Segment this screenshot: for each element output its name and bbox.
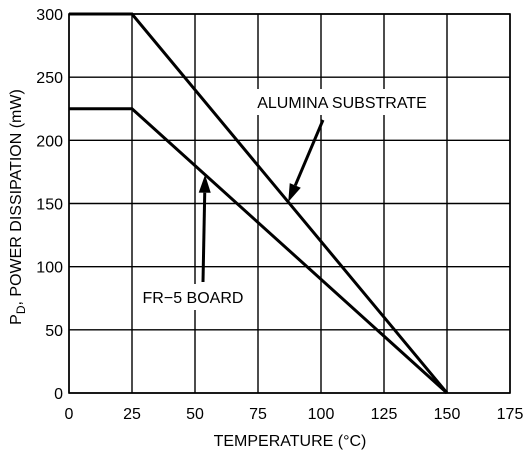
x-tick-labels: 0 25 50 75 100 125 150 175 bbox=[65, 406, 524, 423]
x-axis-title: TEMPERATURE (°C) bbox=[214, 433, 367, 450]
fr5-arrow-shaft bbox=[203, 193, 205, 282]
fr5-board-label: FR−5 BOARD bbox=[143, 290, 244, 307]
alumina-arrow-head bbox=[288, 183, 301, 202]
y-tick-label: 50 bbox=[45, 323, 63, 340]
x-tick-label: 100 bbox=[308, 406, 335, 423]
x-tick-label: 50 bbox=[186, 406, 204, 423]
y-tick-label: 200 bbox=[36, 133, 63, 150]
y-tick-labels: 0 50 100 150 200 250 300 bbox=[36, 7, 63, 403]
x-tick-label: 175 bbox=[497, 406, 524, 423]
y-tick-label: 0 bbox=[54, 386, 63, 403]
y-tick-label: 100 bbox=[36, 260, 63, 277]
alumina-arrow-shaft bbox=[295, 120, 323, 185]
y-axis-title-rest: , POWER DISSIPATION (mW) bbox=[8, 89, 25, 305]
x-tick-label: 75 bbox=[249, 406, 267, 423]
x-tick-label: 125 bbox=[371, 406, 398, 423]
x-tick-label: 150 bbox=[434, 406, 461, 423]
alumina-substrate-label: ALUMINA SUBSTRATE bbox=[257, 95, 427, 112]
y-tick-label: 300 bbox=[36, 7, 63, 24]
y-axis-title-subscript: D bbox=[14, 305, 28, 314]
y-axis-title-symbol: P bbox=[8, 314, 25, 325]
y-tick-label: 250 bbox=[36, 70, 63, 87]
y-axis-title: PD, POWER DISSIPATION (mW) bbox=[8, 89, 28, 325]
y-tick-label: 150 bbox=[36, 197, 63, 214]
annotation-arrows bbox=[199, 120, 323, 282]
x-tick-label: 25 bbox=[123, 406, 141, 423]
x-tick-label: 0 bbox=[65, 406, 74, 423]
